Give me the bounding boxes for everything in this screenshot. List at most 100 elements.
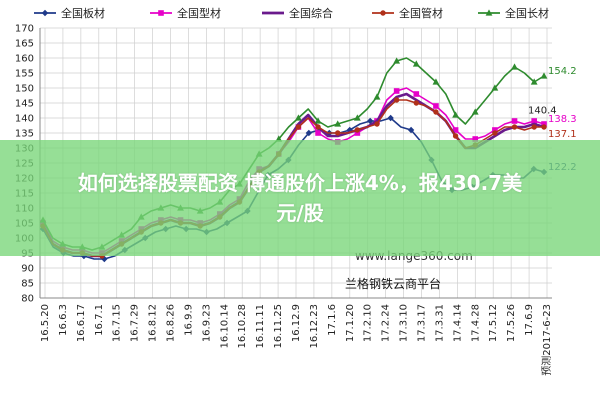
legend-marker [485, 9, 493, 16]
series-point [305, 129, 313, 137]
series-end-label: 138.3 [548, 114, 577, 125]
banner-line-2: 元/股 [276, 201, 324, 225]
x-tick-label: 16.9.23 [201, 304, 212, 342]
series-point [393, 97, 400, 103]
series-point [412, 60, 420, 67]
x-tick-label: 17.3.17 [417, 304, 428, 342]
x-tick-label: 16.6.3 [58, 304, 69, 336]
series-end-label: 154.2 [548, 66, 577, 77]
series-point [295, 124, 302, 130]
x-tick-label: 16.9.9 [183, 304, 194, 336]
x-tick-label: 16.10.28 [237, 304, 248, 349]
y-tick-label: 150 [15, 84, 34, 95]
legend-item: 全国型材 [150, 6, 221, 20]
series-point [452, 127, 459, 133]
y-tick-label: 140 [15, 114, 34, 125]
legend-marker [41, 9, 49, 17]
series-point [472, 136, 479, 142]
series-point [413, 91, 420, 97]
x-tick-label: 16.7.15 [112, 304, 123, 342]
series-point [101, 255, 108, 263]
series-point [433, 109, 439, 115]
y-tick-label: 160 [15, 54, 34, 65]
series-point [413, 100, 419, 106]
overlay-banner: 如何选择股票配资 博通股价上涨4%，报430.7美 元/股 [0, 140, 600, 256]
series-end-label: 137.1 [548, 129, 577, 140]
series-point [531, 124, 537, 130]
legend-label: 全国板材 [61, 6, 105, 20]
x-tick-label: 17.2.24 [381, 304, 392, 342]
series-point [393, 57, 401, 64]
series-point [541, 124, 547, 130]
series-point [530, 78, 538, 85]
series-point [315, 130, 321, 136]
series-point [353, 114, 361, 121]
legend-label: 全国综合 [289, 6, 333, 20]
legend-item: 全国综合 [262, 6, 333, 20]
x-axis-ticks: 16.5.20 16.6.3 16.6.17 16.7.1 16.7.15 16.7.29… [40, 304, 553, 376]
x-tick-label: 16.12.9 [291, 304, 302, 342]
series-point [354, 127, 361, 133]
legend-item: 全国长材 [478, 6, 549, 20]
series-point [452, 133, 459, 139]
x-tick-label: 16.12.23 [309, 304, 320, 349]
series-point [314, 117, 322, 124]
watermark-name: 兰格钢铁云商平台 [345, 276, 441, 291]
y-tick-label: 135 [15, 129, 34, 140]
series-point [334, 120, 342, 127]
series-point [407, 126, 415, 134]
banner-line-1: 如何选择股票配资 博通股价上涨4%，报430.7美 [77, 171, 523, 195]
series-point [511, 63, 518, 70]
series-point [432, 78, 440, 85]
series-point [491, 84, 499, 91]
series-point [511, 118, 518, 124]
series-point [511, 124, 518, 130]
x-tick-label: 17.1.20 [345, 304, 356, 342]
x-tick-label: 17.6.9 [524, 304, 535, 336]
x-tick-label: 16.7.1 [94, 304, 105, 336]
series-point [393, 88, 400, 94]
x-tick-label: 16.5.20 [40, 304, 51, 342]
x-tick-label: 17.2.10 [363, 304, 374, 342]
series-point [374, 121, 380, 127]
y-tick-label: 80 [21, 294, 34, 305]
series-point [541, 121, 547, 127]
series-point [531, 118, 537, 124]
series-point [387, 114, 394, 122]
x-tick-label: 16.8.26 [166, 304, 177, 342]
legend-item: 全国板材 [34, 6, 105, 20]
series-point [433, 103, 439, 109]
series-point [540, 72, 548, 79]
x-tick-label: 17.3.31 [434, 304, 445, 342]
x-tick-label: 16.6.17 [76, 304, 87, 342]
x-tick-label: 16.11.25 [273, 304, 284, 349]
x-tick-label: 17.4.28 [470, 304, 481, 342]
series-point [492, 127, 498, 133]
legend-marker [380, 10, 386, 16]
x-tick-label: 17.4.14 [452, 304, 463, 342]
series-point [452, 111, 459, 118]
series-point [366, 117, 374, 125]
y-tick-label: 155 [15, 69, 34, 80]
x-tick-label: 16.8.12 [148, 304, 159, 342]
y-tick-label: 170 [15, 24, 34, 35]
series-point [471, 108, 479, 115]
series-point [335, 130, 341, 136]
x-tick-label: 17.5.26 [506, 304, 517, 342]
y-tick-label: 85 [21, 279, 34, 290]
series-point [295, 114, 302, 121]
x-tick-label: 17.1.6 [327, 304, 338, 336]
x-tick-label: 16.11.11 [255, 304, 266, 349]
x-tick-label: 16.10.14 [219, 304, 230, 349]
legend-label: 全国型材 [177, 6, 221, 20]
x-tick-label: 预测2017-6-23 [540, 304, 553, 376]
series-point [373, 93, 381, 100]
series-point [354, 130, 361, 136]
y-tick-label: 90 [21, 264, 34, 275]
x-tick-label: 17.3.10 [399, 304, 410, 342]
x-tick-label: 16.7.29 [130, 304, 141, 342]
legend-marker [158, 10, 164, 16]
series-point [315, 124, 321, 130]
y-tick-label: 145 [15, 99, 34, 110]
x-tick-label: 17.5.12 [488, 304, 499, 342]
